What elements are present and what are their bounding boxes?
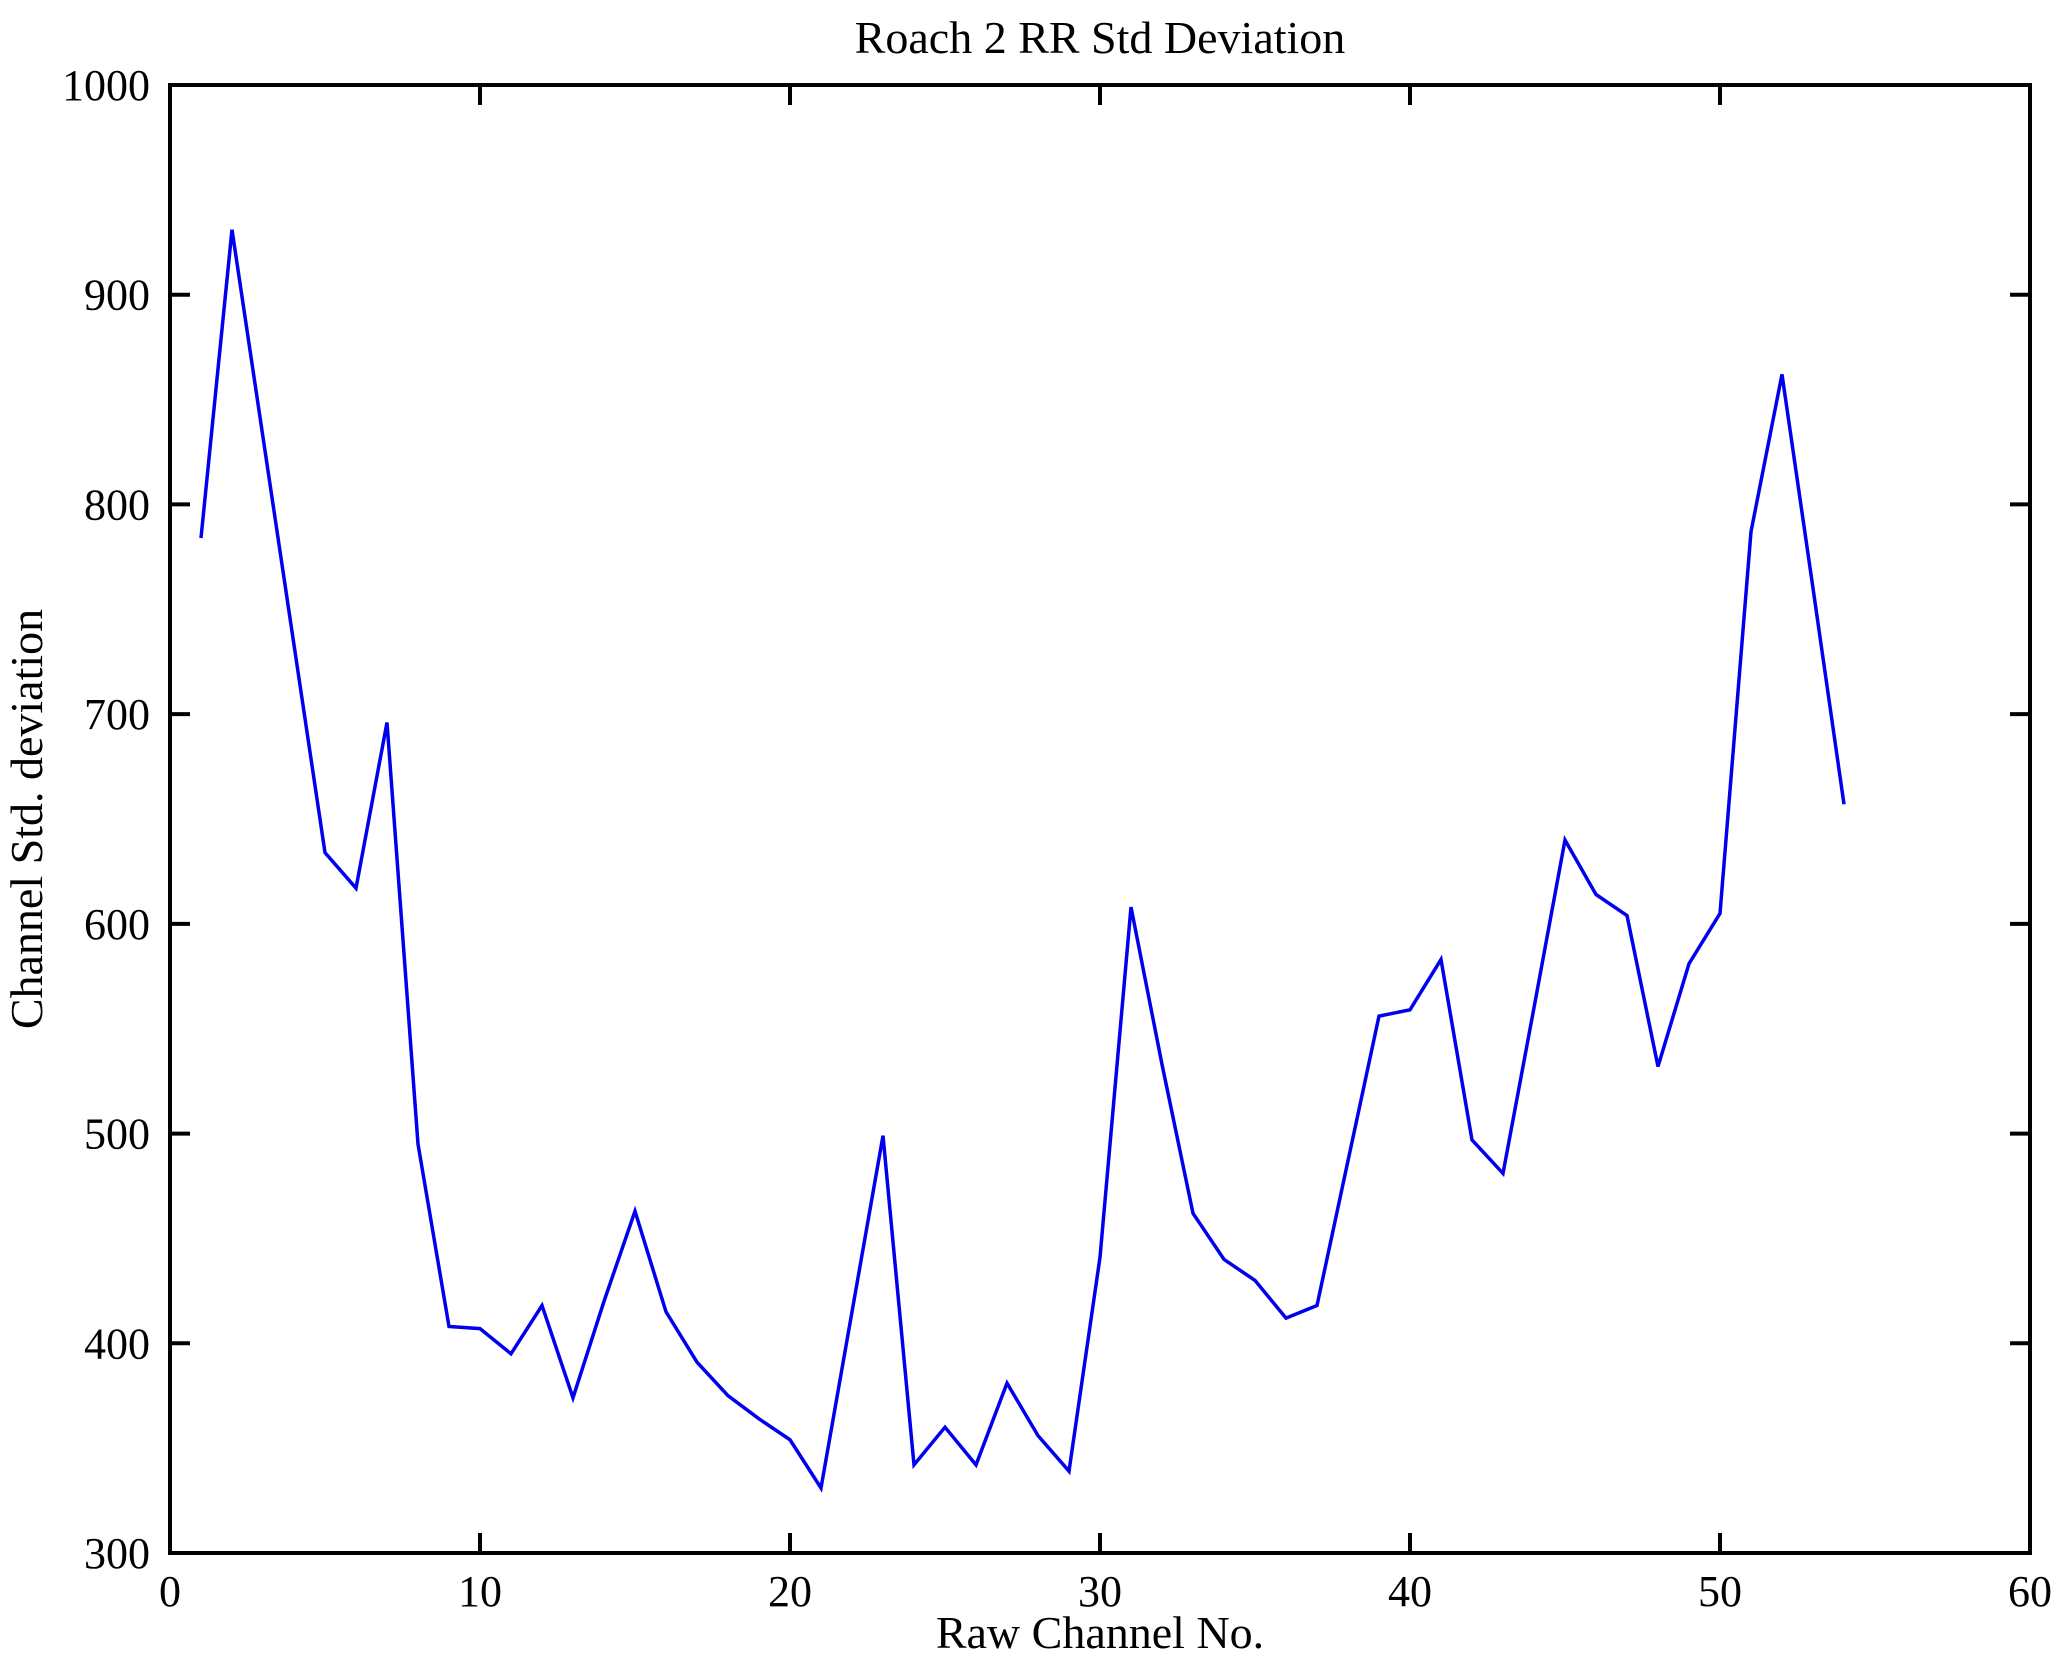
y-tick-label-400: 400 [84,1319,150,1368]
y-tick-label-700: 700 [84,690,150,739]
x-tick-label-0: 0 [159,1567,181,1616]
data-series [199,229,1846,1493]
y-axis-label: Channel Std. deviation [1,609,52,1029]
data-line-0 [199,229,1846,1493]
y-tick-label-600: 600 [84,900,150,949]
x-tick-label-10: 10 [458,1567,502,1616]
y-tick-label-1000: 1000 [62,61,150,110]
chart-title: Roach 2 RR Std Deviation [855,12,1346,63]
x-tick-label-40: 40 [1388,1567,1432,1616]
x-tick-label-50: 50 [1698,1567,1742,1616]
x-axis-label: Raw Channel No. [936,1607,1264,1658]
y-tick-label-500: 500 [84,1110,150,1159]
tick-marks [168,83,2032,1555]
x-tick-label-30: 30 [1078,1567,1122,1616]
y-tick-label-800: 800 [84,480,150,529]
tick-labels: 0 10 20 30 40 50 60 300 400 500 600 700 800 900 1000 [62,61,2052,1616]
y-tick-label-300: 300 [84,1529,150,1578]
plot-box [168,83,2032,1555]
x-tick-label-20: 20 [768,1567,812,1616]
x-tick-label-60: 60 [2008,1567,2052,1616]
y-tick-label-900: 900 [84,271,150,320]
